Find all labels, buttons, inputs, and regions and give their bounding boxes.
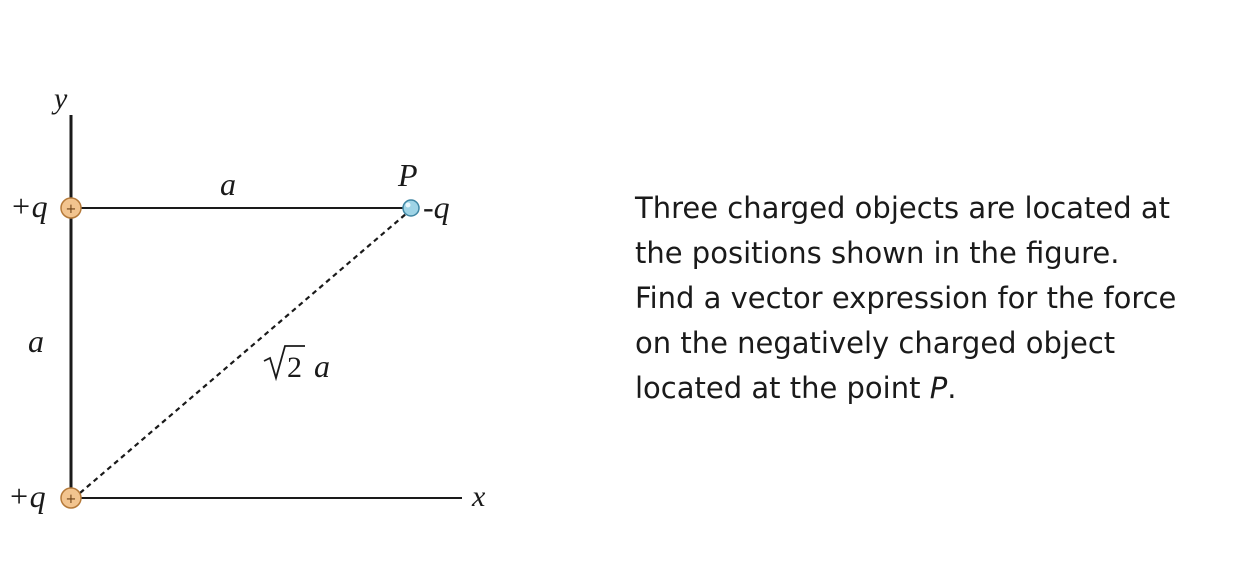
problem-line-1: Three charged objects are located at [635,191,1170,225]
charge-configuration-diagram: y x a a 2 a + +q + +q P -q [8,82,486,514]
square-root-symbol [263,345,305,382]
diagonal-length-label: 2 a [263,345,330,384]
diagonal-label-root: 2 [287,351,302,384]
charge-bottom-left-label: +q [8,478,46,514]
problem-line-5-suffix: . [947,371,957,405]
positive-charge-bottom-left: + [60,487,82,509]
side-left-label: a [28,323,44,359]
y-axis-label: y [51,82,68,115]
charge-p-label: -q [423,189,450,225]
problem-statement: Three charged objects are located at the… [635,186,1235,411]
diagonal-dashed-line [79,212,408,494]
problem-point-label: P [929,371,948,405]
problem-line-4: on the negatively charged object [635,326,1116,360]
problem-line-3: Find a vector expression for the force [635,281,1177,315]
problem-line-5-prefix: located at the point [635,371,930,405]
side-top-label: a [220,166,236,202]
problem-line-5: located at the point P. [635,366,1235,411]
positive-charge-top-left: + [60,197,82,219]
positive-sign: + [66,492,77,507]
diagonal-label-var: a [314,348,330,384]
positive-sign: + [66,202,77,217]
point-p-label: P [397,157,418,193]
problem-line-2: the positions shown in the figure. [635,236,1120,270]
charge-top-left-label: +q [10,188,48,224]
x-axis-label: x [471,480,486,513]
negative-charge-point-p [402,199,420,217]
